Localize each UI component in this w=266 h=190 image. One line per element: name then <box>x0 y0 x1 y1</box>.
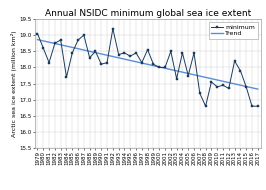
minimum <box>36 32 39 35</box>
minimum <box>105 62 109 64</box>
minimum <box>129 55 132 57</box>
minimum <box>65 76 68 78</box>
minimum <box>192 52 196 54</box>
minimum <box>256 105 259 107</box>
Line: minimum: minimum <box>36 27 259 108</box>
minimum <box>181 52 184 54</box>
minimum <box>82 34 85 36</box>
Trend <box>222 80 225 82</box>
Trend <box>166 68 169 70</box>
minimum <box>175 78 178 80</box>
Trend <box>236 83 239 86</box>
minimum <box>233 60 236 62</box>
minimum <box>94 50 97 52</box>
Trend <box>37 39 40 41</box>
minimum <box>158 66 161 69</box>
Legend: minimum, Trend: minimum, Trend <box>209 22 257 39</box>
Trend <box>167 68 170 70</box>
Trend <box>36 38 39 41</box>
minimum <box>71 52 74 54</box>
minimum <box>76 39 80 41</box>
minimum <box>210 81 213 83</box>
minimum <box>221 84 225 86</box>
minimum <box>47 62 51 64</box>
minimum <box>59 39 62 41</box>
minimum <box>163 66 167 69</box>
minimum <box>117 53 120 56</box>
minimum <box>146 49 149 51</box>
minimum <box>216 86 219 88</box>
minimum <box>169 50 172 52</box>
minimum <box>88 57 91 59</box>
minimum <box>250 105 253 107</box>
minimum <box>239 70 242 72</box>
minimum <box>204 105 207 107</box>
minimum <box>140 62 143 64</box>
Title: Annual NSIDC minimum global sea ice extent: Annual NSIDC minimum global sea ice exte… <box>44 9 251 18</box>
minimum <box>187 74 190 77</box>
Line: Trend: Trend <box>38 40 258 89</box>
Y-axis label: Arctic sea ice extent (million km²): Arctic sea ice extent (million km²) <box>11 30 18 137</box>
minimum <box>245 86 248 88</box>
minimum <box>111 28 114 30</box>
minimum <box>100 63 103 65</box>
Trend <box>256 88 259 90</box>
minimum <box>53 42 56 44</box>
minimum <box>134 52 138 54</box>
minimum <box>227 87 230 90</box>
minimum <box>198 92 201 94</box>
minimum <box>123 52 126 54</box>
minimum <box>152 63 155 65</box>
minimum <box>42 47 45 49</box>
Trend <box>171 69 174 71</box>
